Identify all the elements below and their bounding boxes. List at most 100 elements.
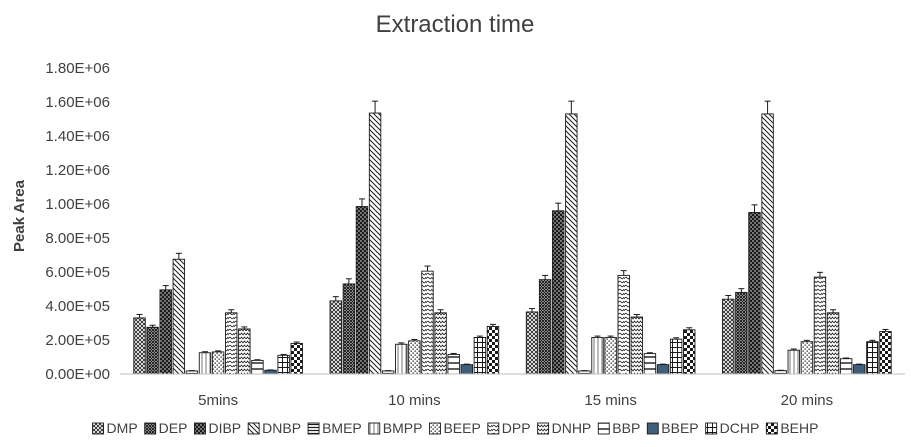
legend-swatch bbox=[597, 422, 610, 435]
bar-dnbp bbox=[565, 113, 578, 375]
x-category-label: 10 mins bbox=[388, 392, 441, 409]
legend-item-bmep: BMEP bbox=[307, 420, 362, 436]
legend-swatch bbox=[92, 422, 105, 435]
y-tick-label: 1.80E+06 bbox=[45, 60, 110, 77]
x-category-label: 15 mins bbox=[584, 392, 637, 409]
x-axis-categories: 5mins 10 mins 15 mins 20 mins bbox=[198, 392, 833, 409]
legend-swatch bbox=[368, 422, 381, 435]
bar-bbep bbox=[656, 364, 670, 375]
y-axis-label: Peak Area bbox=[11, 179, 28, 252]
bar-behp bbox=[290, 342, 303, 375]
legend-label: BEHP bbox=[780, 420, 818, 436]
bar-bbep bbox=[264, 369, 277, 375]
legend-item-dep: DEP bbox=[144, 420, 188, 436]
bar-dnbp bbox=[761, 113, 774, 375]
legend-label: BBEP bbox=[661, 420, 698, 436]
legend-label: BMPP bbox=[383, 420, 423, 436]
legend-swatch bbox=[144, 422, 157, 435]
legend-label: DPP bbox=[502, 420, 531, 436]
y-tick-label: 4.00E+05 bbox=[45, 298, 110, 315]
legend-swatch bbox=[537, 422, 550, 435]
bar-dnbp bbox=[368, 112, 382, 375]
bar-dchp bbox=[866, 341, 879, 375]
bar-bbp bbox=[447, 354, 460, 375]
bar-behp bbox=[683, 329, 696, 375]
legend-label: DCHP bbox=[720, 420, 760, 436]
bar-dmp bbox=[133, 317, 146, 375]
legend-swatch bbox=[487, 422, 500, 435]
legend-item-dnbp: DNBP bbox=[247, 420, 301, 436]
y-tick-label: 0.00E+00 bbox=[45, 366, 110, 383]
bar-bmpp bbox=[395, 343, 408, 375]
bar-dpp bbox=[421, 270, 434, 375]
bar-dibp bbox=[159, 289, 172, 375]
y-tick-label: 1.00E+06 bbox=[45, 196, 110, 213]
legend-item-bbep: BBEP bbox=[646, 420, 699, 436]
bar-bmpp bbox=[198, 352, 212, 375]
y-axis-ticks: 0.00E+00 2.00E+05 4.00E+05 6.00E+05 8.00E+05… bbox=[45, 60, 110, 383]
bar-dpp bbox=[617, 274, 630, 375]
legend-item-dmp: DMP bbox=[92, 420, 138, 436]
bar-series-group bbox=[133, 100, 892, 375]
legend-swatch bbox=[765, 422, 778, 435]
y-tick-label: 1.40E+06 bbox=[45, 128, 110, 145]
bar-bbp bbox=[643, 353, 657, 375]
bar-dnhp bbox=[238, 328, 251, 375]
bar-dchp bbox=[669, 338, 683, 375]
bar-behp bbox=[486, 325, 500, 375]
bar-dep bbox=[538, 279, 552, 375]
bar-dpp bbox=[813, 276, 827, 375]
legend-swatch bbox=[247, 422, 260, 435]
y-tick-label: 1.20E+06 bbox=[45, 162, 110, 179]
bar-dep bbox=[146, 326, 159, 375]
legend-label: DMP bbox=[107, 420, 138, 436]
legend-label: DEP bbox=[159, 420, 188, 436]
legend-label: BEEP bbox=[443, 420, 480, 436]
bar-dibp bbox=[552, 210, 565, 375]
y-tick-label: 8.00E+05 bbox=[45, 230, 110, 247]
legend-label: DIBP bbox=[208, 420, 241, 436]
bar-bbep bbox=[853, 364, 866, 375]
legend-item-dibp: DIBP bbox=[194, 420, 241, 436]
legend-label: BBP bbox=[612, 420, 640, 436]
x-category-label: 5mins bbox=[198, 392, 238, 409]
legend-label: BMEP bbox=[322, 420, 362, 436]
bar-dep bbox=[735, 291, 748, 375]
bar-dchp bbox=[473, 337, 487, 375]
bar-dibp bbox=[748, 212, 761, 375]
legend-swatch bbox=[307, 422, 320, 435]
bar-dmp bbox=[329, 300, 342, 375]
bar-dpp bbox=[225, 312, 238, 375]
bar-dmp bbox=[525, 311, 539, 375]
bar-dep bbox=[342, 283, 356, 375]
x-category-label: 20 mins bbox=[781, 392, 834, 409]
legend-item-behp: BEHP bbox=[765, 420, 818, 436]
bar-beep bbox=[408, 340, 421, 375]
bar-bmpp bbox=[591, 337, 604, 375]
y-tick-label: 2.00E+05 bbox=[45, 332, 110, 349]
bar-bbp bbox=[251, 359, 264, 375]
bar-dibp bbox=[355, 206, 369, 375]
bar-bbep bbox=[460, 364, 473, 375]
legend-label: DNHP bbox=[552, 420, 592, 436]
legend-item-dpp: DPP bbox=[487, 420, 531, 436]
legend-swatch bbox=[646, 422, 659, 435]
bar-dnhp bbox=[630, 316, 644, 375]
bar-bbp bbox=[839, 358, 853, 375]
legend-item-bbp: BBP bbox=[597, 420, 640, 436]
legend-item-bmpp: BMPP bbox=[368, 420, 423, 436]
bar-beep bbox=[604, 337, 617, 375]
legend-item-dchp: DCHP bbox=[705, 420, 760, 436]
y-tick-label: 6.00E+05 bbox=[45, 264, 110, 281]
legend-label: DNBP bbox=[262, 420, 301, 436]
bar-behp bbox=[879, 331, 892, 375]
bar-bmpp bbox=[787, 349, 800, 375]
y-tick-label: 1.60E+06 bbox=[45, 94, 110, 111]
legend-swatch bbox=[194, 422, 206, 435]
legend-swatch bbox=[428, 422, 441, 435]
bar-dnbp bbox=[172, 258, 186, 375]
bar-dnhp bbox=[434, 312, 447, 375]
bar-dchp bbox=[277, 354, 290, 375]
legend-swatch bbox=[705, 422, 718, 435]
bar-beep bbox=[211, 351, 225, 375]
